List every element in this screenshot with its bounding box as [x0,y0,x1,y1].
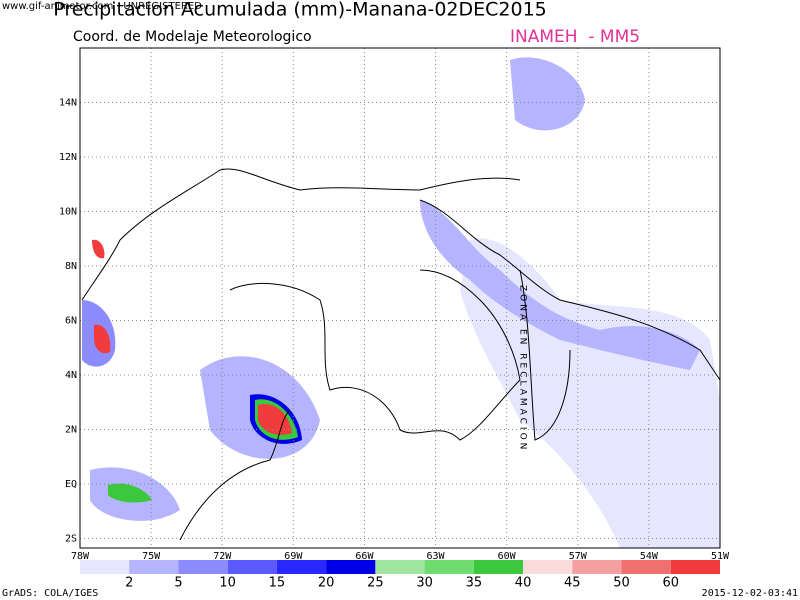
y-tick-label: 12N [59,152,77,163]
footer-right: 2015-12-02-03:41 [702,588,798,599]
title: Precipitacion Acumulada (mm)-Manana-02DE… [53,0,547,21]
x-tick-label: 72W [213,551,232,562]
colorbar-label: 35 [466,576,483,591]
x-tick-label: 75W [142,551,161,562]
x-tick-label: 69W [284,551,303,562]
precip-area [258,404,292,435]
precip-area [108,483,152,503]
coastline [81,168,521,301]
colorbar-label: 25 [367,576,384,591]
colorbar-box [276,560,327,574]
coastlines [81,168,721,541]
colorbar-label: 30 [416,576,433,591]
colorbar-label: 45 [564,576,581,591]
colorbar-label: 5 [174,576,182,591]
precip-area [510,57,585,131]
precip-area [92,239,105,259]
y-tick-label: 6N [65,315,77,326]
colorbar-box [375,560,425,574]
x-tick-label: 57W [569,551,588,562]
colorbar-box [178,560,228,574]
zone-label: ZONA EN RECLAMACION [518,285,528,452]
colorbar-box [326,560,376,574]
y-tick-label: 10N [59,206,77,217]
colorbar-label: 15 [269,576,286,591]
colorbar-label: 10 [219,576,236,591]
colorbar-box [80,560,130,574]
map-border [79,47,721,549]
colorbar-box [227,560,277,574]
x-tick-label: 78W [71,551,90,562]
x-tick-label: 51W [711,551,730,562]
colorbar-box [572,560,622,574]
y-tick-label: 2N [65,424,77,435]
footer-left: GrADS: COLA/IGES [2,588,98,599]
subtitle: Coord. de Modelaje Meteorologico [73,29,312,45]
axis-labels: 78W 75W 72W 69W 66W 63W 60W 57W 54W 51W 2S EQ 2N 4N 6N… [59,97,730,562]
colorbar: 2 5 10 15 20 25 30 35 40 45 50 60 [80,560,720,591]
y-tick-label: 2S [65,533,77,544]
x-tick-label: 60W [498,551,517,562]
y-tick-label: 8N [65,261,77,272]
y-tick-label: 14N [59,97,77,108]
precip-fields [82,57,720,548]
precip-area [94,324,111,354]
map: ZONA EN RECLAMACION 78W 75W 72W 69W 66W 63W 60… [59,47,730,562]
watermark: www.gif-animator.com - UNREGISTERED [2,1,202,12]
x-tick-label: 63W [427,551,446,562]
colorbar-box [424,560,474,574]
colorbar-box [621,560,671,574]
colorbar-label: 2 [125,576,133,591]
y-tick-label: EQ [65,479,77,490]
colorbar-box [523,560,573,574]
precip-area [420,200,700,370]
colorbar-label: 20 [318,576,335,591]
colorbar-label: 40 [515,576,532,591]
border [229,269,521,441]
colorbar-box [129,560,179,574]
y-tick-label: 4N [65,370,77,381]
colorbar-box [670,560,720,574]
x-tick-label: 66W [355,551,374,562]
border [179,409,291,541]
colorbar-label: 60 [662,576,679,591]
source: INAMEH - MM5 [510,27,640,47]
border [519,269,571,441]
colorbar-label: 50 [613,576,630,591]
coastline [419,199,721,381]
colorbar-box [473,560,524,574]
x-tick-label: 54W [640,551,659,562]
